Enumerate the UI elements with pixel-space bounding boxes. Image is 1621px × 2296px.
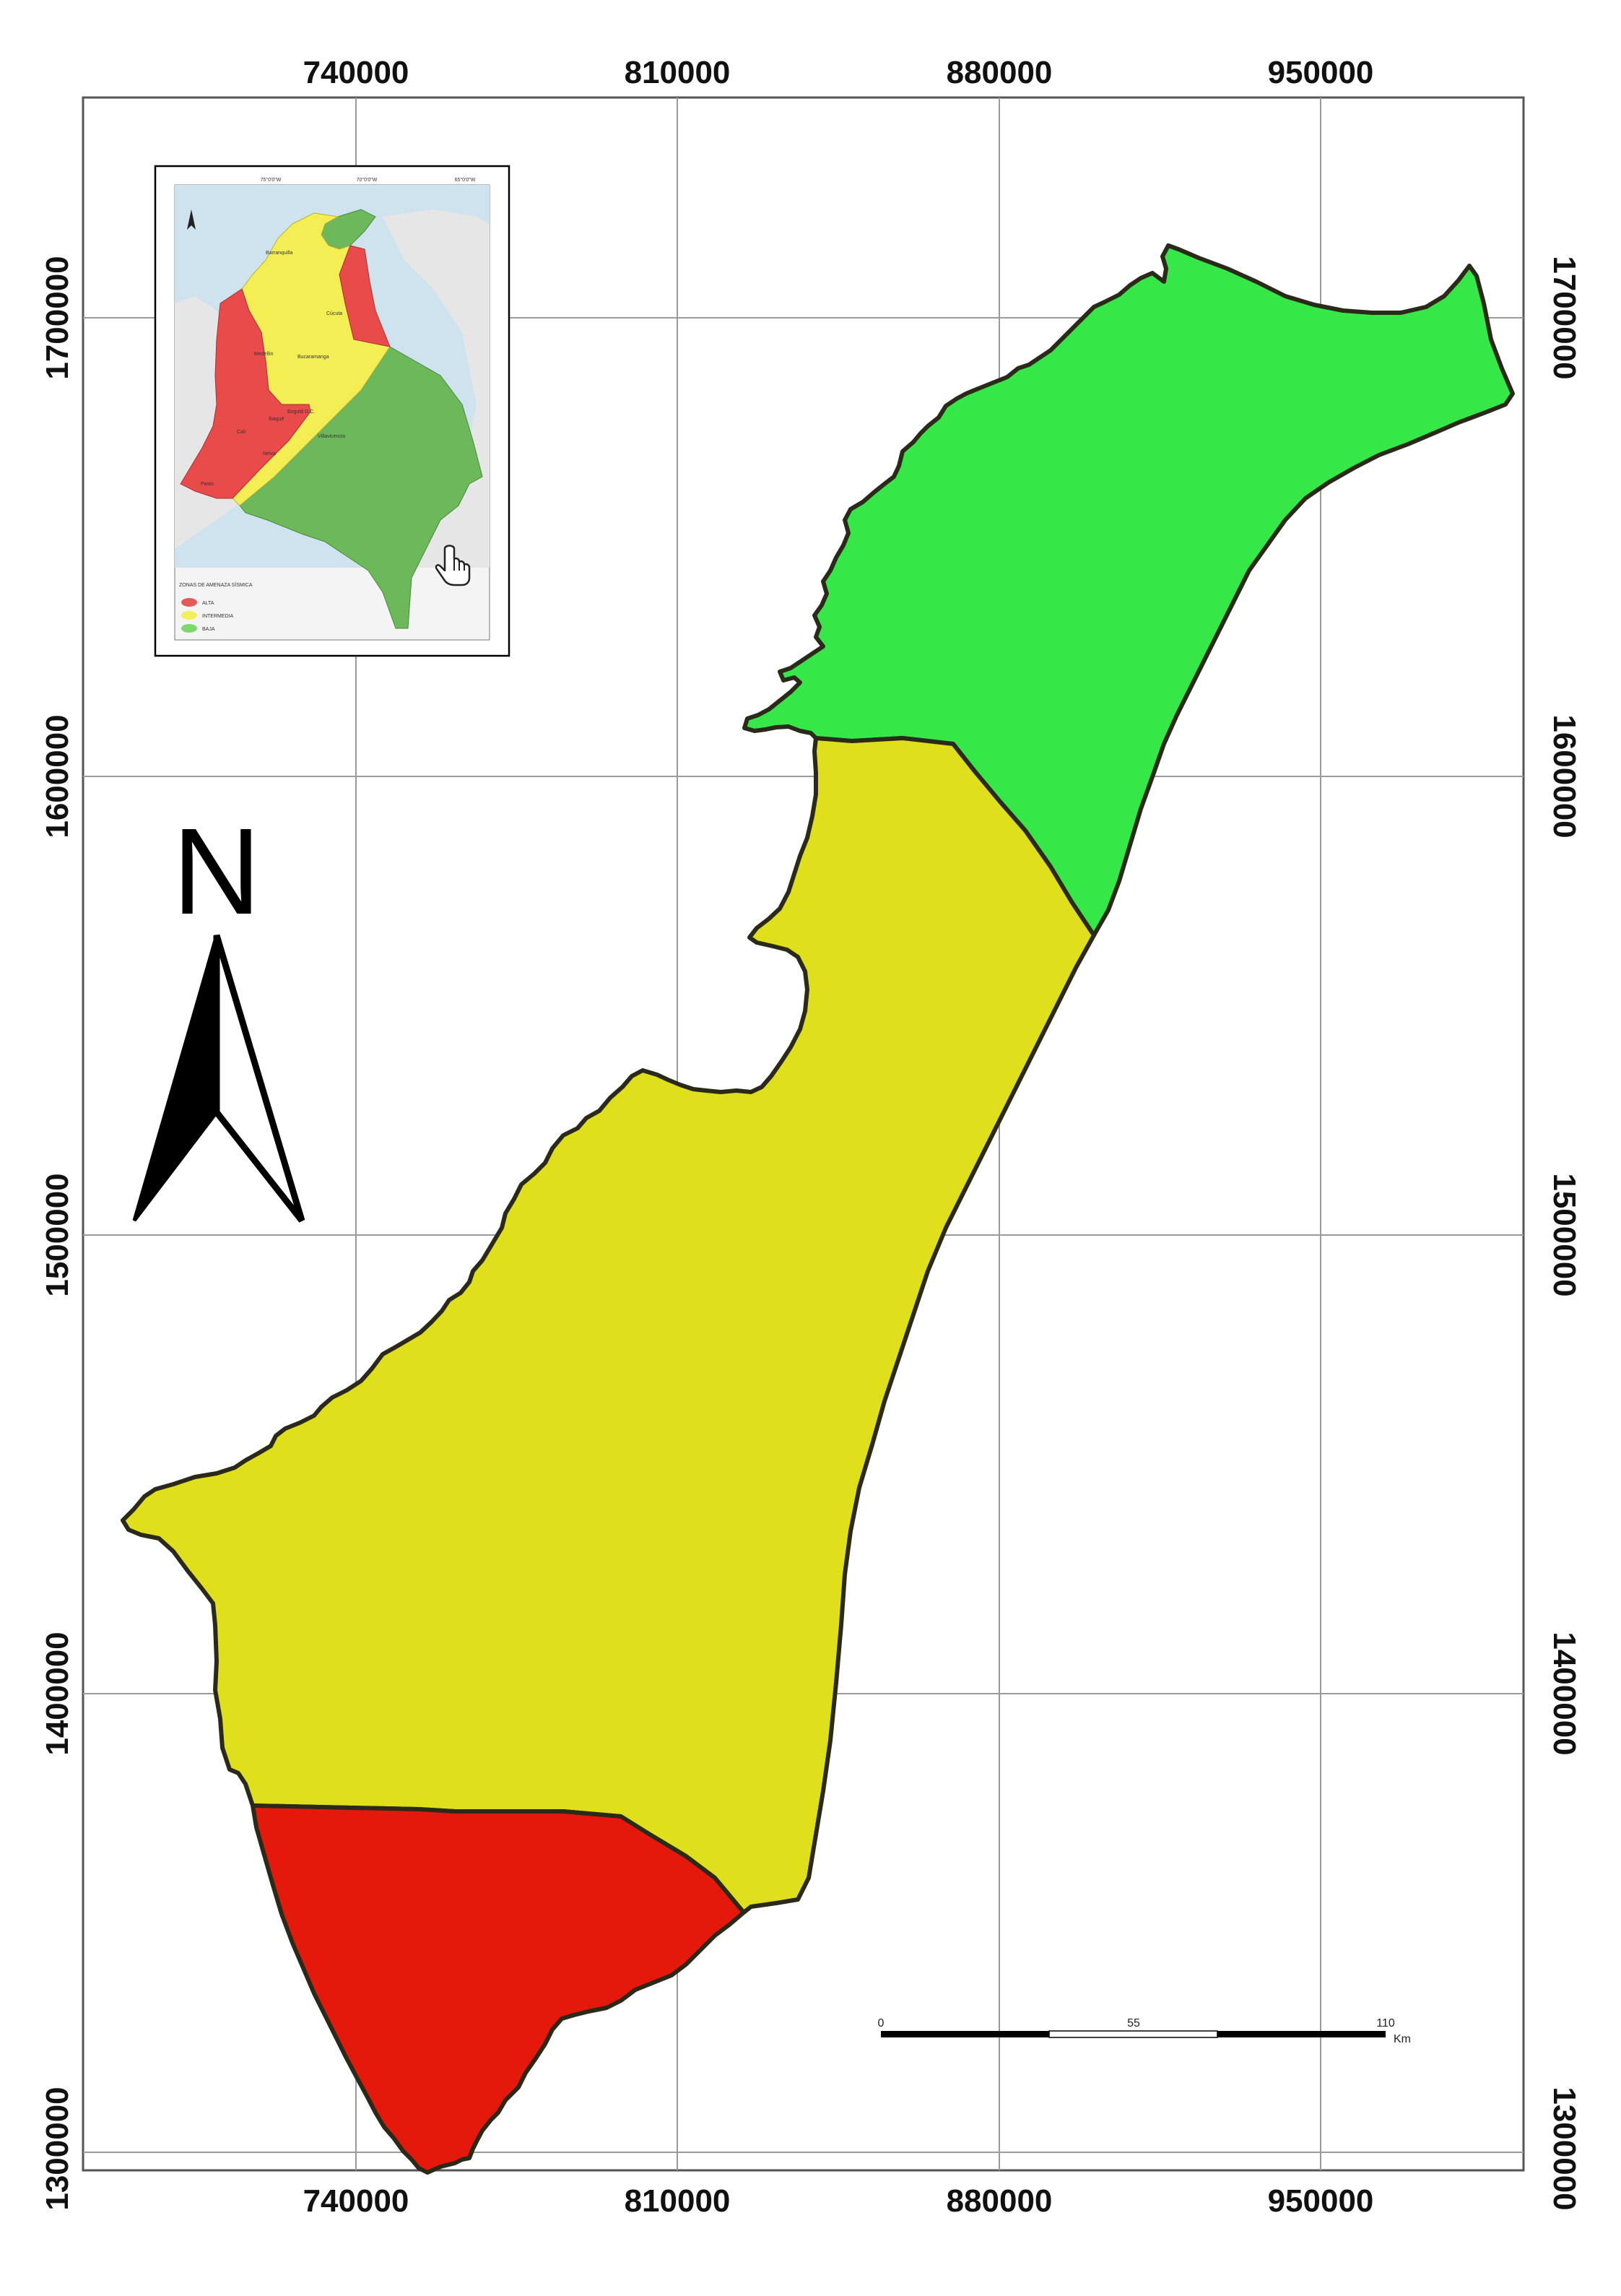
inset-city-cucuta: Cúcuta [326, 311, 342, 316]
inset-city-barranquilla: Barranquilla [266, 251, 292, 256]
inset-legend-label-high: ALTA [202, 601, 214, 606]
x-tick-label-top-4: 950000 [1268, 55, 1374, 90]
scale-label-0: 0 [878, 2017, 885, 2029]
y-tick-label-left-4: 1400000 [40, 1632, 75, 1755]
x-tick-label-bottom-3: 880000 [947, 2183, 1053, 2219]
inset-city-ibague: Ibagué [269, 417, 284, 422]
north-arrow-right-half-icon [213, 934, 305, 1223]
top-coordinate-labels: 740000 810000 880000 950000 [303, 55, 1374, 90]
inset-zone-high [180, 245, 391, 499]
scale-bar-segment-1 [881, 2031, 1049, 2037]
north-arrow: N [132, 803, 305, 1223]
inset-city-bucaramanga: Bucaramanga [297, 355, 329, 360]
x-tick-label-top-3: 880000 [947, 55, 1053, 90]
north-arrow-left-half-icon [132, 935, 219, 1222]
y-tick-label-left-1: 1700000 [40, 256, 75, 379]
inset-top-tick-3: 65°0'0"W [455, 177, 476, 183]
scale-bar-segment-3 [1217, 2031, 1386, 2037]
y-tick-label-right-4: 1400000 [1547, 1632, 1582, 1755]
red-zone [251, 1803, 746, 2175]
north-letter: N [173, 803, 261, 940]
scale-label-55: 55 [1127, 2017, 1140, 2029]
inset-city-cali: Cali [237, 430, 246, 435]
inset-top-tick-2: 70°0'0"W [357, 177, 378, 183]
inset-legend-label-intermediate: INTERMEDIA [202, 614, 234, 619]
inset-city-medellin: Medellín [254, 352, 274, 357]
inset-legend-swatch-low [181, 624, 197, 633]
y-tick-label-left-3: 1500000 [40, 1173, 75, 1296]
map-frame [82, 96, 1525, 2172]
inset-map: 75°0'0"W 70°0'0"W 65°0'0"W Barranquilla … [154, 165, 510, 657]
scale-bar-segment-2 [1048, 2030, 1218, 2038]
inset-city-bogota: Bogotá D.C. [287, 410, 315, 415]
y-tick-label-right-5: 1300000 [1547, 2087, 1582, 2210]
inset-legend-title: ZONAS DE AMENAZA SÍSMICA [179, 581, 253, 588]
hand-pointer-icon [435, 545, 471, 586]
inset-legend-swatch-high [181, 598, 197, 607]
inset-city-neiva: Neiva [263, 451, 276, 456]
yellow-zone [121, 736, 1096, 1915]
bottom-coordinate-labels: 740000 810000 880000 950000 [303, 2183, 1374, 2219]
x-tick-label-bottom-4: 950000 [1268, 2183, 1374, 2219]
y-tick-label-right-1: 1700000 [1547, 256, 1582, 379]
x-tick-label-bottom-2: 810000 [625, 2183, 731, 2219]
green-zone [742, 243, 1515, 937]
scale-label-110: 110 [1376, 2017, 1395, 2029]
y-tick-label-right-3: 1500000 [1547, 1173, 1582, 1296]
left-coordinate-labels: 1700000 1600000 1500000 1400000 1300000 [40, 256, 75, 2210]
regions [121, 243, 1515, 2175]
x-tick-label-top-1: 740000 [303, 55, 409, 90]
inset-city-pasto: Pasto [201, 482, 214, 487]
y-tick-label-left-5: 1300000 [40, 2087, 75, 2210]
inset-top-tick-1: 75°0'0"W [261, 177, 282, 183]
scale-bar: 0 55 110 Km [878, 2017, 1411, 2045]
scale-unit: Km [1394, 2033, 1411, 2045]
inset-north-arrow-icon [187, 209, 196, 230]
inset-legend-swatch-intermediate [181, 611, 197, 620]
y-tick-label-right-2: 1600000 [1547, 714, 1582, 838]
y-tick-label-left-2: 1600000 [40, 714, 75, 838]
x-tick-label-bottom-1: 740000 [303, 2183, 409, 2219]
x-tick-label-top-2: 810000 [625, 55, 731, 90]
inset-legend-label-low: BAJA [202, 627, 215, 632]
inset-city-villavicencio: Villavicencio [318, 434, 345, 439]
right-coordinate-labels: 1700000 1600000 1500000 1400000 1300000 [1547, 256, 1582, 2210]
